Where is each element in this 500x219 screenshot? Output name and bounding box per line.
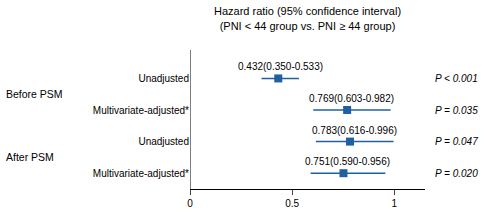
svg-text:Unadjusted: Unadjusted xyxy=(138,73,189,84)
svg-text:P = 0.047: P = 0.047 xyxy=(435,136,478,147)
svg-text:Multivariate-adjusted*: Multivariate-adjusted* xyxy=(93,168,189,179)
svg-text:0.5: 0.5 xyxy=(285,198,299,209)
svg-text:0: 0 xyxy=(187,198,193,209)
svg-text:0.432(0.350-0.533): 0.432(0.350-0.533) xyxy=(238,61,323,72)
svg-text:Multivariate-adjusted*: Multivariate-adjusted* xyxy=(93,105,189,116)
svg-text:0.769(0.603-0.982): 0.769(0.603-0.982) xyxy=(309,93,394,104)
svg-text:After PSM: After PSM xyxy=(6,151,54,163)
svg-text:0.751(0.590-0.956): 0.751(0.590-0.956) xyxy=(305,156,390,167)
svg-text:P = 0.035: P = 0.035 xyxy=(435,105,478,116)
svg-text:Unadjusted: Unadjusted xyxy=(138,136,189,147)
svg-text:0.783(0.616-0.996): 0.783(0.616-0.996) xyxy=(312,125,397,136)
svg-text:P < 0.001: P < 0.001 xyxy=(435,73,478,84)
svg-text:Hazard ratio (95% confidence i: Hazard ratio (95% confidence interval)(P… xyxy=(214,5,401,31)
svg-text:Before PSM: Before PSM xyxy=(6,88,63,100)
svg-text:P = 0.020: P = 0.020 xyxy=(435,168,478,179)
svg-text:1: 1 xyxy=(392,198,398,209)
